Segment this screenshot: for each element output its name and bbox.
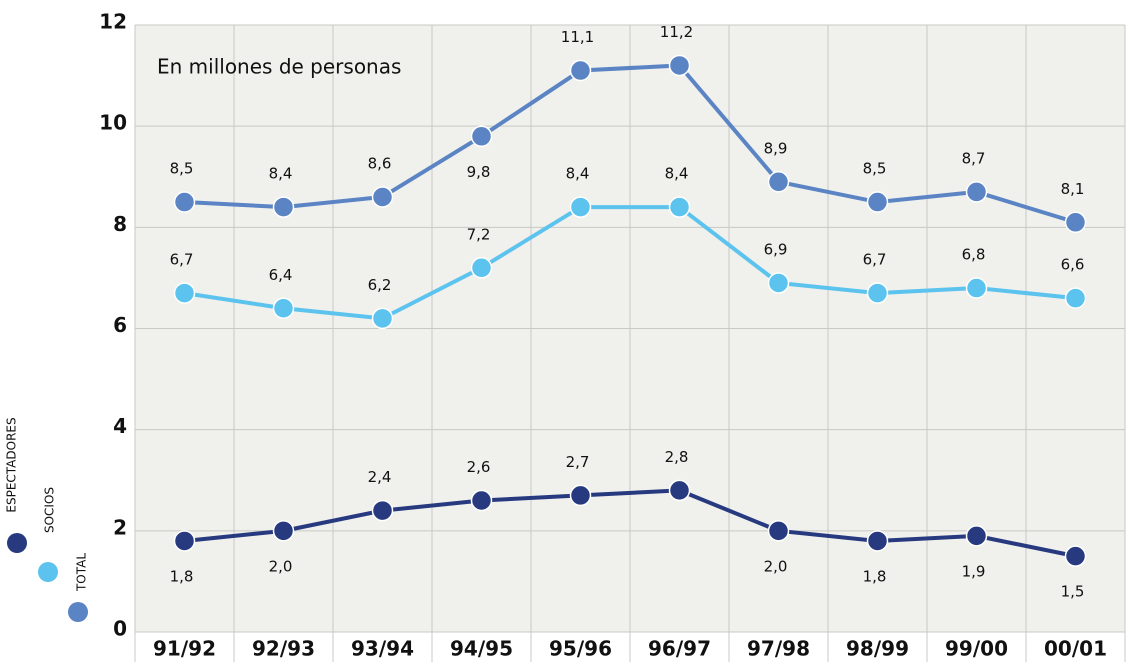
point bbox=[272, 520, 295, 542]
point bbox=[173, 530, 196, 552]
data-label: 11,1 bbox=[561, 28, 594, 46]
point bbox=[767, 171, 790, 193]
data-label: 2,4 bbox=[368, 468, 392, 486]
data-label: 8,9 bbox=[764, 139, 788, 157]
data-label: 9,8 bbox=[467, 163, 491, 181]
y-tick-label: 6 bbox=[113, 313, 127, 337]
point bbox=[272, 297, 295, 320]
point bbox=[371, 307, 394, 330]
point bbox=[569, 59, 592, 82]
point bbox=[668, 196, 691, 218]
data-label: 1,9 bbox=[962, 562, 986, 580]
point bbox=[569, 484, 592, 507]
data-label: 6,2 bbox=[368, 276, 392, 294]
x-tick-label: 92/93 bbox=[252, 637, 315, 661]
point bbox=[470, 489, 493, 512]
point bbox=[470, 257, 493, 279]
legend-marker bbox=[68, 602, 88, 622]
point bbox=[668, 479, 691, 502]
point bbox=[272, 196, 295, 218]
data-label: 8,7 bbox=[962, 149, 986, 167]
x-tick-label: 95/96 bbox=[549, 637, 612, 661]
data-label: 2,7 bbox=[566, 453, 590, 471]
point bbox=[767, 272, 790, 294]
y-tick-label: 12 bbox=[99, 10, 127, 34]
point bbox=[866, 282, 889, 304]
x-tick-label: 96/97 bbox=[648, 637, 711, 661]
data-label: 7,2 bbox=[467, 225, 491, 243]
y-tick-label: 8 bbox=[113, 212, 127, 236]
legend-label: TOTAL bbox=[75, 553, 89, 592]
data-label: 8,4 bbox=[566, 165, 590, 183]
y-tick-label: 0 bbox=[113, 617, 127, 641]
point bbox=[866, 191, 889, 213]
data-label: 1,8 bbox=[170, 567, 194, 585]
point bbox=[965, 525, 988, 547]
x-tick-label: 97/98 bbox=[747, 637, 810, 661]
point bbox=[1064, 545, 1087, 567]
data-label: 2,6 bbox=[467, 458, 491, 476]
data-label: 1,8 bbox=[863, 567, 887, 585]
point bbox=[173, 282, 196, 304]
data-label: 1,5 bbox=[1061, 583, 1085, 601]
x-tick-label: 99/00 bbox=[945, 637, 1008, 661]
legend-label: ESPECTADORES bbox=[5, 417, 19, 512]
point bbox=[371, 186, 394, 208]
point bbox=[569, 196, 592, 218]
data-label: 6,8 bbox=[962, 246, 986, 264]
annotation: En millones de personas bbox=[157, 55, 401, 79]
data-label: 8,5 bbox=[863, 160, 887, 178]
data-label: 8,4 bbox=[665, 165, 689, 183]
point bbox=[866, 530, 889, 552]
point bbox=[1064, 287, 1087, 309]
point bbox=[173, 191, 196, 213]
point bbox=[965, 181, 988, 203]
data-label: 2,0 bbox=[764, 557, 788, 575]
data-label: 8,1 bbox=[1061, 180, 1085, 198]
point bbox=[965, 277, 988, 299]
data-label: 11,2 bbox=[660, 23, 693, 41]
legend-marker bbox=[38, 562, 58, 582]
x-tick-label: 91/92 bbox=[153, 637, 216, 661]
x-tick-label: 93/94 bbox=[351, 637, 414, 661]
x-tick-label: 00/01 bbox=[1044, 637, 1107, 661]
legend-marker bbox=[7, 533, 27, 553]
line bbox=[184, 488, 1076, 559]
point bbox=[470, 125, 493, 148]
data-label: 6,6 bbox=[1061, 256, 1085, 274]
data-label: 6,7 bbox=[863, 251, 887, 269]
point bbox=[371, 499, 394, 522]
data-label: 6,4 bbox=[269, 266, 293, 284]
data-label: 6,7 bbox=[170, 251, 194, 269]
x-tick-label: 98/99 bbox=[846, 637, 909, 661]
y-tick-label: 10 bbox=[99, 111, 127, 135]
point bbox=[767, 520, 790, 542]
data-label: 2,0 bbox=[269, 557, 293, 575]
line bbox=[184, 205, 1076, 321]
y-tick-label: 4 bbox=[113, 414, 127, 438]
point bbox=[668, 54, 691, 77]
line bbox=[184, 63, 1077, 225]
data-label: 6,9 bbox=[764, 240, 788, 258]
point bbox=[1064, 211, 1087, 234]
data-label: 8,5 bbox=[170, 160, 194, 178]
legend-label: SOCIOS bbox=[43, 487, 57, 533]
y-tick-label: 2 bbox=[113, 515, 127, 539]
data-label: 2,8 bbox=[665, 448, 689, 466]
data-label: 8,4 bbox=[269, 165, 293, 183]
data-label: 8,6 bbox=[368, 154, 392, 172]
x-tick-label: 94/95 bbox=[450, 637, 513, 661]
